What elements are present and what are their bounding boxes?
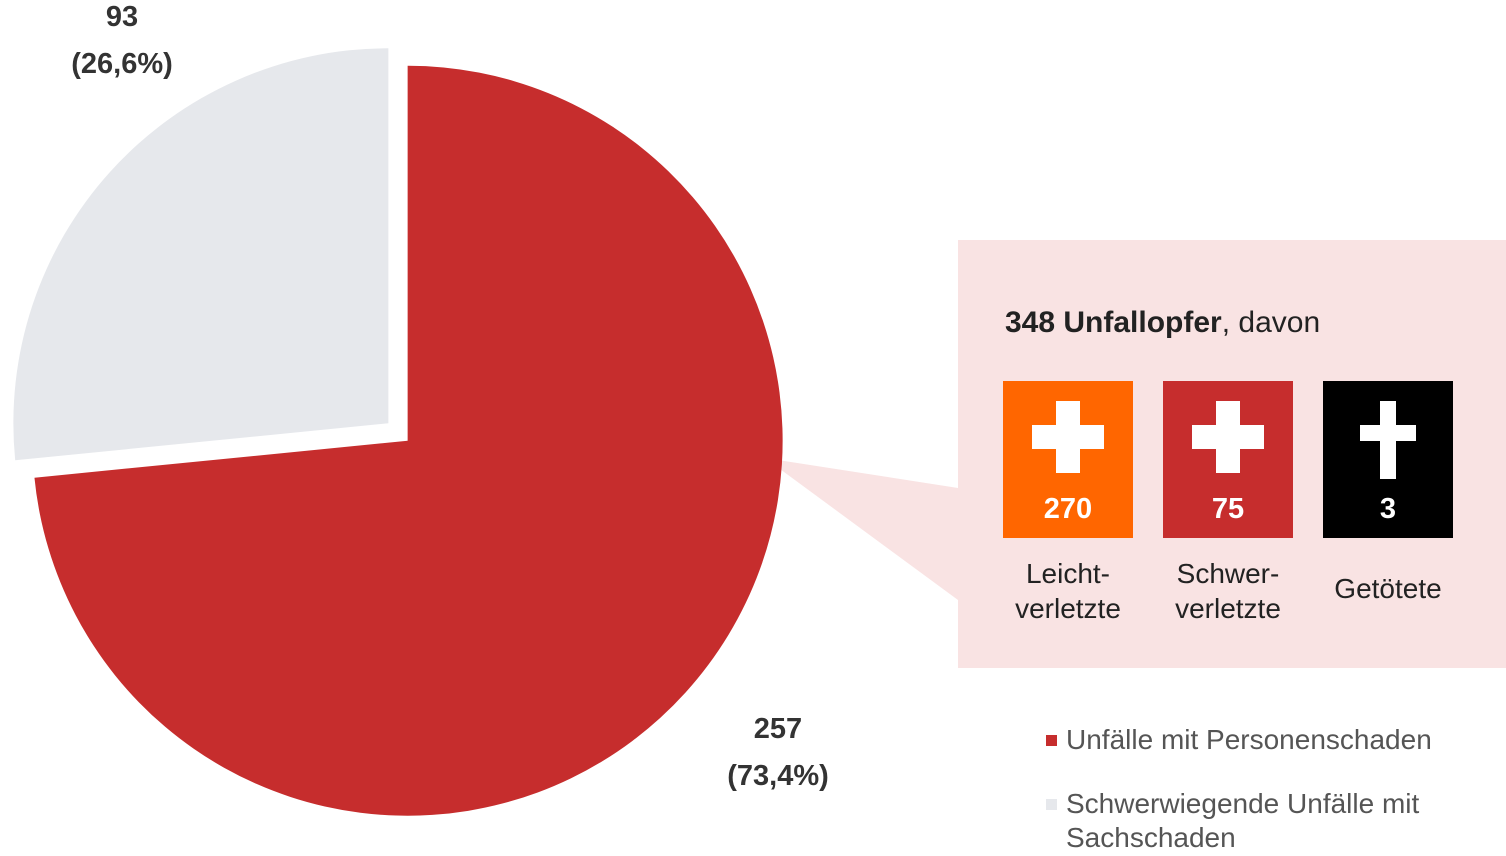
tile-value: 75 (1211, 493, 1245, 525)
value-label: 93 (105, 1, 139, 33)
callout-pointer (765, 458, 958, 600)
tile-label: Getötete (1334, 573, 1442, 604)
callout-title-bold: 348 Unfallopfer (1005, 306, 1222, 339)
tile-label: Leicht- verletzte (1015, 558, 1121, 624)
percent-label: (26,6%) (71, 48, 173, 80)
cross-icon (1360, 401, 1416, 479)
tile-label: Schwer- verletzte (1175, 558, 1281, 624)
legend-label: Schwerwiegende Unfälle mit Sachschaden (1066, 788, 1420, 853)
cross-icon (1032, 401, 1104, 473)
callout-title: 348 Unfallopfer, davon (1005, 306, 1320, 340)
pie-slice (13, 48, 389, 461)
legend-swatch (1046, 735, 1057, 746)
tile-value: 270 (1043, 493, 1093, 525)
percent-label: (73,4%) (727, 760, 829, 792)
pie-slice (34, 65, 783, 816)
tile-value: 3 (1379, 493, 1397, 525)
legend-swatch (1046, 799, 1057, 810)
cross-icon (1192, 401, 1264, 473)
value-label: 257 (753, 713, 803, 745)
callout-title-rest: , davon (1221, 306, 1321, 339)
legend-label: Unfälle mit Personenschaden (1066, 724, 1432, 755)
